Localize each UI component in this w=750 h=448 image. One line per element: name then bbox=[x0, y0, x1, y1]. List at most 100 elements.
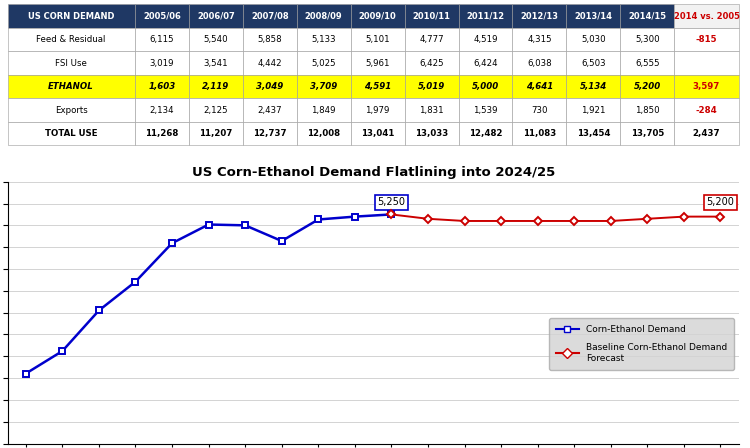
Bar bbox=[243, 52, 297, 75]
Bar bbox=[135, 52, 189, 75]
Text: 13,041: 13,041 bbox=[361, 129, 394, 138]
Text: 2011/12: 2011/12 bbox=[466, 12, 505, 21]
Text: 5,200: 5,200 bbox=[634, 82, 661, 91]
Bar bbox=[8, 122, 135, 146]
Bar bbox=[351, 4, 404, 28]
Text: 12,008: 12,008 bbox=[307, 129, 340, 138]
Text: 4,777: 4,777 bbox=[419, 35, 444, 44]
Bar bbox=[297, 99, 351, 122]
Bar bbox=[189, 4, 243, 28]
Bar bbox=[512, 28, 566, 52]
Bar bbox=[404, 99, 458, 122]
Text: 3,597: 3,597 bbox=[693, 82, 720, 91]
Text: 11,083: 11,083 bbox=[523, 129, 556, 138]
Text: 13,454: 13,454 bbox=[577, 129, 610, 138]
Text: TOTAL USE: TOTAL USE bbox=[45, 129, 98, 138]
Bar bbox=[566, 52, 620, 75]
Text: 11,207: 11,207 bbox=[199, 129, 232, 138]
Text: 1,539: 1,539 bbox=[473, 106, 498, 115]
Bar bbox=[512, 4, 566, 28]
Text: 2012/13: 2012/13 bbox=[520, 12, 559, 21]
Bar bbox=[351, 52, 404, 75]
Text: 3,019: 3,019 bbox=[149, 59, 174, 68]
Text: 4,641: 4,641 bbox=[526, 82, 553, 91]
Text: 2006/07: 2006/07 bbox=[197, 12, 235, 21]
Text: 2009/10: 2009/10 bbox=[358, 12, 397, 21]
Bar bbox=[297, 75, 351, 99]
Bar bbox=[674, 52, 739, 75]
Text: 5,025: 5,025 bbox=[311, 59, 336, 68]
Bar bbox=[404, 122, 458, 146]
Bar bbox=[458, 122, 512, 146]
Bar bbox=[351, 99, 404, 122]
Text: 6,503: 6,503 bbox=[581, 59, 606, 68]
Bar bbox=[674, 75, 739, 99]
Bar bbox=[297, 28, 351, 52]
Bar bbox=[189, 52, 243, 75]
Bar bbox=[8, 75, 135, 99]
Text: 2,437: 2,437 bbox=[693, 129, 720, 138]
Text: 11,268: 11,268 bbox=[146, 129, 178, 138]
Text: 2005/06: 2005/06 bbox=[143, 12, 181, 21]
Text: 3,541: 3,541 bbox=[203, 59, 228, 68]
Text: 13,705: 13,705 bbox=[631, 129, 664, 138]
Bar bbox=[189, 28, 243, 52]
Bar bbox=[458, 52, 512, 75]
Bar bbox=[512, 75, 566, 99]
Text: 4,442: 4,442 bbox=[257, 59, 282, 68]
Bar bbox=[512, 122, 566, 146]
Bar bbox=[674, 99, 739, 122]
Text: 1,921: 1,921 bbox=[581, 106, 606, 115]
Text: 5,000: 5,000 bbox=[472, 82, 500, 91]
Bar bbox=[351, 75, 404, 99]
Text: 13,033: 13,033 bbox=[415, 129, 448, 138]
Text: -284: -284 bbox=[696, 106, 718, 115]
Text: 2,125: 2,125 bbox=[203, 106, 228, 115]
Bar bbox=[458, 28, 512, 52]
Bar bbox=[404, 4, 458, 28]
Text: 2010/11: 2010/11 bbox=[413, 12, 451, 21]
Text: 2,134: 2,134 bbox=[149, 106, 174, 115]
Text: 5,030: 5,030 bbox=[581, 35, 606, 44]
Text: 5,133: 5,133 bbox=[311, 35, 336, 44]
Text: 6,424: 6,424 bbox=[473, 59, 498, 68]
Bar bbox=[8, 28, 135, 52]
Text: 3,709: 3,709 bbox=[310, 82, 338, 91]
Text: 2014/15: 2014/15 bbox=[628, 12, 667, 21]
Bar bbox=[674, 28, 739, 52]
Text: 6,425: 6,425 bbox=[419, 59, 444, 68]
Bar bbox=[566, 4, 620, 28]
Bar bbox=[566, 75, 620, 99]
Text: 5,250: 5,250 bbox=[377, 197, 406, 207]
Bar bbox=[674, 122, 739, 146]
Bar bbox=[351, 28, 404, 52]
Bar bbox=[135, 99, 189, 122]
Text: 5,019: 5,019 bbox=[418, 82, 446, 91]
Text: 4,519: 4,519 bbox=[473, 35, 498, 44]
Text: 2014 vs. 2005: 2014 vs. 2005 bbox=[674, 12, 740, 21]
Text: 5,540: 5,540 bbox=[203, 35, 228, 44]
Bar bbox=[512, 52, 566, 75]
Bar bbox=[297, 4, 351, 28]
Text: 730: 730 bbox=[531, 106, 548, 115]
Text: 6,555: 6,555 bbox=[635, 59, 660, 68]
Text: US CORN DEMAND: US CORN DEMAND bbox=[28, 12, 115, 21]
Text: FSI Use: FSI Use bbox=[56, 59, 87, 68]
Bar bbox=[243, 28, 297, 52]
Bar bbox=[620, 99, 674, 122]
Bar bbox=[297, 52, 351, 75]
Bar bbox=[620, 75, 674, 99]
Bar bbox=[189, 122, 243, 146]
Text: 1,831: 1,831 bbox=[419, 106, 444, 115]
Text: 4,591: 4,591 bbox=[364, 82, 392, 91]
Text: ETHANOL: ETHANOL bbox=[48, 82, 94, 91]
Text: 2013/14: 2013/14 bbox=[574, 12, 613, 21]
Bar bbox=[8, 99, 135, 122]
Bar bbox=[135, 75, 189, 99]
Bar bbox=[189, 75, 243, 99]
Text: 5,200: 5,200 bbox=[706, 197, 734, 207]
Legend: Corn-Ethanol Demand, Baseline Corn-Ethanol Demand
Forecast: Corn-Ethanol Demand, Baseline Corn-Ethan… bbox=[549, 318, 734, 370]
Bar bbox=[404, 75, 458, 99]
Bar bbox=[620, 4, 674, 28]
Text: 4,315: 4,315 bbox=[527, 35, 552, 44]
